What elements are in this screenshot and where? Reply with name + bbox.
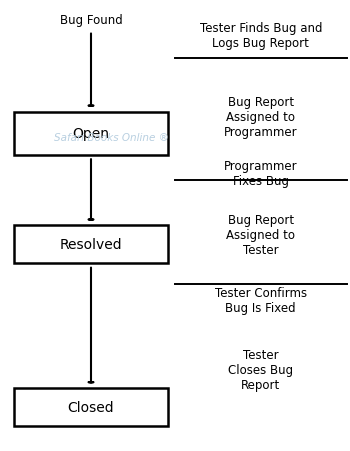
Bar	[14, 113, 168, 156]
Text: Open: Open	[72, 127, 110, 141]
Text: Tester
Closes Bug
Report: Tester Closes Bug Report	[228, 348, 293, 391]
Text: Safari Books Online ®: Safari Books Online ®	[55, 133, 169, 143]
Text: Closed: Closed	[68, 400, 114, 414]
Text: Bug Report
Assigned to
Programmer: Bug Report Assigned to Programmer	[224, 96, 298, 139]
Text: Tester Finds Bug and
Logs Bug Report: Tester Finds Bug and Logs Bug Report	[199, 22, 322, 50]
Bar	[14, 226, 168, 264]
Text: Programmer
Fixes Bug: Programmer Fixes Bug	[224, 160, 298, 188]
Text: Tester Confirms
Bug Is Fixed: Tester Confirms Bug Is Fixed	[215, 286, 307, 314]
Bar	[14, 388, 168, 426]
Text: Resolved: Resolved	[60, 238, 122, 252]
Text: Bug Found: Bug Found	[60, 14, 122, 27]
Text: Bug Report
Assigned to
Tester: Bug Report Assigned to Tester	[226, 214, 295, 257]
